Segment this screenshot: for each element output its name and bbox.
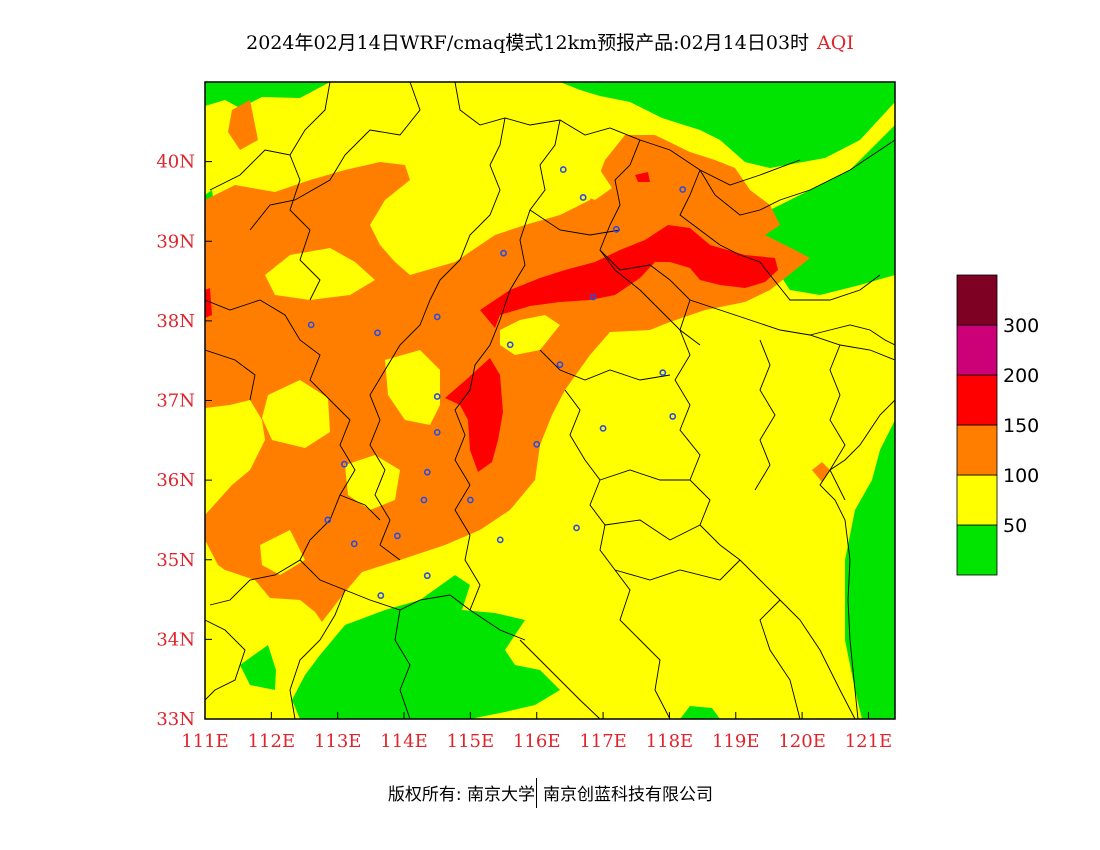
station-marker bbox=[420, 496, 428, 504]
coastline-bohai-bay bbox=[719, 244, 881, 301]
aqi-region-yellow-island-3 bbox=[262, 380, 330, 448]
coastline bbox=[699, 139, 895, 216]
station-marker bbox=[423, 468, 431, 476]
aqi-legend: 50 100 150 200 300 bbox=[956, 274, 1039, 576]
aqi-region-green-small-south bbox=[680, 706, 720, 719]
aqi-region-yellow-island-1 bbox=[265, 248, 375, 300]
station-marker bbox=[679, 186, 687, 193]
lat-tick-label: 33N bbox=[156, 709, 195, 730]
station-marker bbox=[559, 166, 567, 173]
aqi-region-green-north bbox=[205, 82, 330, 108]
station-marker bbox=[573, 524, 580, 532]
station-marker bbox=[433, 313, 441, 321]
aqi-region-yellow-island-2 bbox=[400, 210, 465, 262]
legend-label: 50 bbox=[1003, 515, 1027, 537]
station-marker bbox=[589, 293, 597, 301]
aqi-region-red-west-edge bbox=[205, 288, 212, 318]
boundary-lines bbox=[205, 82, 895, 719]
legend-label: 300 bbox=[1003, 315, 1039, 337]
station-marker bbox=[394, 532, 401, 540]
aqi-region-yellow-island-6 bbox=[500, 315, 560, 355]
lat-tick-label: 38N bbox=[156, 311, 195, 332]
station-marker bbox=[496, 536, 504, 544]
aqi-region-red-north bbox=[480, 225, 778, 328]
station-markers bbox=[307, 166, 687, 599]
footer-right: 南京创蓝科技有限公司 bbox=[543, 785, 713, 805]
station-marker bbox=[659, 369, 667, 377]
lat-tick-label: 36N bbox=[156, 470, 195, 491]
lon-axis: 111E 112E 113E 114E 115E 116E 117E 118E 119E 120E… bbox=[181, 712, 892, 752]
station-marker bbox=[350, 540, 358, 548]
legend-label: 100 bbox=[1003, 465, 1039, 487]
station-marker bbox=[556, 361, 564, 369]
title-aqi: AQI bbox=[817, 32, 854, 54]
station-marker bbox=[423, 572, 431, 580]
aqi-region-green-northeast bbox=[560, 82, 895, 168]
footer-left: 版权所有: 南京大学 bbox=[387, 785, 535, 805]
aqi-region-yellow-island-4 bbox=[385, 350, 440, 425]
lon-tick-label: 113E bbox=[314, 731, 362, 752]
legend-swatch bbox=[956, 324, 998, 376]
lon-tick-label: 111E bbox=[181, 731, 229, 752]
lon-tick-label: 119E bbox=[712, 731, 760, 752]
station-marker bbox=[506, 341, 514, 349]
station-marker bbox=[433, 428, 441, 436]
legend-swatch bbox=[956, 524, 998, 576]
station-marker bbox=[466, 496, 474, 504]
lat-tick-label: 35N bbox=[156, 550, 195, 571]
aqi-region-green-southwest bbox=[240, 645, 276, 690]
aqi-region-red-small bbox=[635, 172, 650, 182]
lon-tick-label: 114E bbox=[380, 731, 428, 752]
aqi-region-orange-coast bbox=[812, 462, 830, 482]
legend-swatch bbox=[956, 374, 998, 426]
lat-tick-label: 39N bbox=[156, 231, 195, 252]
lat-tick-label: 37N bbox=[156, 391, 195, 412]
lon-tick-label: 120E bbox=[778, 731, 826, 752]
legend-swatch bbox=[956, 274, 998, 326]
lon-tick-label: 112E bbox=[248, 731, 296, 752]
station-marker bbox=[500, 249, 507, 257]
legend-swatch bbox=[956, 474, 998, 526]
lon-tick-label: 117E bbox=[579, 731, 627, 752]
lat-tick-label: 40N bbox=[156, 152, 195, 173]
title-main: 2024年02月14日WRF/cmaq模式12km预报产品:02月14日03时 bbox=[246, 32, 810, 54]
lon-tick-label: 115E bbox=[447, 731, 495, 752]
coastline-shandong bbox=[809, 324, 895, 719]
station-marker bbox=[374, 329, 381, 337]
lon-tick-label: 116E bbox=[513, 731, 561, 752]
footer-separator bbox=[536, 778, 537, 808]
aqi-region-orange-north-patch bbox=[228, 100, 258, 150]
station-marker bbox=[433, 393, 441, 400]
legend-label: 150 bbox=[1003, 415, 1039, 437]
station-marker bbox=[307, 321, 315, 329]
aqi-region-red-central bbox=[445, 358, 503, 472]
map-title: 2024年02月14日WRF/cmaq模式12km预报产品:02月14日03时 A… bbox=[0, 28, 1100, 55]
map-area bbox=[205, 82, 895, 719]
station-marker bbox=[669, 413, 677, 420]
lon-tick-label: 121E bbox=[845, 731, 893, 752]
aqi-region-yellow-island-7 bbox=[580, 170, 612, 200]
aqi-region-yellow-island-5 bbox=[345, 455, 400, 510]
lat-tick-label: 34N bbox=[156, 629, 195, 650]
station-marker bbox=[579, 194, 587, 201]
aqi-region-green-south bbox=[292, 575, 560, 719]
station-marker bbox=[324, 516, 332, 524]
station-marker bbox=[612, 225, 620, 233]
lat-axis: 33N 34N 35N 36N 37N 38N 39N 40N bbox=[156, 152, 212, 730]
station-marker bbox=[340, 460, 348, 468]
copyright-footer: 版权所有: 南京大学 南京创蓝科技有限公司 bbox=[0, 778, 1100, 810]
station-marker bbox=[377, 592, 385, 599]
station-marker bbox=[533, 440, 541, 448]
legend-swatch bbox=[956, 424, 998, 476]
lon-tick-label: 118E bbox=[646, 731, 694, 752]
legend-label: 200 bbox=[1003, 365, 1039, 387]
station-marker bbox=[599, 424, 607, 432]
aqi-region-green-east bbox=[845, 420, 895, 719]
